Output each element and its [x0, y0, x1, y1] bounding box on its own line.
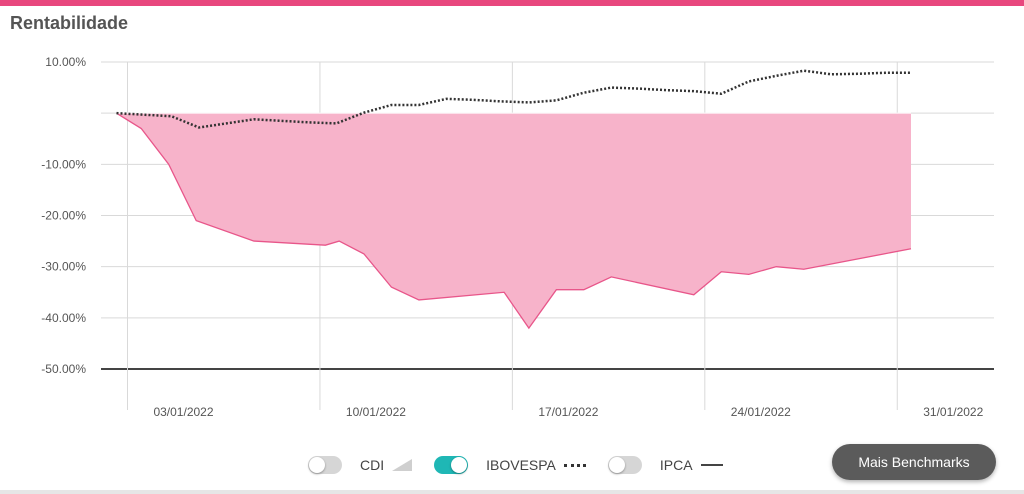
y-tick-label: -50.00%: [41, 362, 86, 376]
x-tick-label: 17/01/2022: [538, 405, 598, 419]
chart-series: [116, 69, 912, 330]
toggle-knob: [309, 457, 325, 473]
solid-line-symbol-icon: [700, 464, 723, 466]
chart-labels: 10.00% -10.00% -20.00% -30.00% -40.00% -50.00…: [41, 55, 983, 419]
legend: CDI IBOVESPA IPCA: [308, 453, 745, 477]
cdi-toggle[interactable]: [308, 456, 342, 474]
x-tick-label: 10/01/2022: [346, 405, 406, 419]
x-tick-label: 24/01/2022: [731, 405, 791, 419]
y-tick-label: -20.00%: [41, 209, 86, 223]
portfolio-area: [116, 113, 911, 329]
legend-label-ipca: IPCA: [659, 457, 693, 473]
toggle-knob: [608, 457, 625, 473]
ipca-toggle[interactable]: [607, 456, 642, 474]
ibovespa-line: [116, 69, 911, 129]
legend-item-cdi[interactable]: CDI: [308, 456, 413, 474]
legend-item-ibovespa[interactable]: IBOVESPA: [434, 456, 586, 474]
y-tick-label: -10.00%: [41, 157, 86, 171]
y-tick-label: 10.00%: [45, 55, 86, 69]
legend-label-ibovespa: IBOVESPA: [486, 457, 556, 473]
top-accent-bar: [0, 0, 1024, 6]
y-tick-label: -40.00%: [41, 311, 86, 325]
mais-benchmarks-button[interactable]: Mais Benchmarks: [832, 444, 996, 480]
area-symbol-icon: [392, 459, 413, 471]
toggle-knob: [451, 457, 468, 473]
portfolio-line: [116, 112, 912, 330]
x-tick-label: 03/01/2022: [153, 405, 213, 419]
page-title: Rentabilidade: [10, 13, 129, 33]
rentabilidade-chart: 10.00% -10.00% -20.00% -30.00% -40.00% -50.00…: [41, 55, 994, 419]
legend-label-cdi: CDI: [360, 457, 385, 473]
ibovespa-toggle[interactable]: [434, 456, 469, 474]
y-tick-label: -30.00%: [41, 260, 86, 274]
bottom-divider: [0, 490, 1024, 494]
x-tick-label: 31/01/2022: [923, 405, 983, 419]
legend-item-ipca[interactable]: IPCA: [607, 456, 723, 474]
dotted-line-symbol-icon: [563, 463, 586, 467]
